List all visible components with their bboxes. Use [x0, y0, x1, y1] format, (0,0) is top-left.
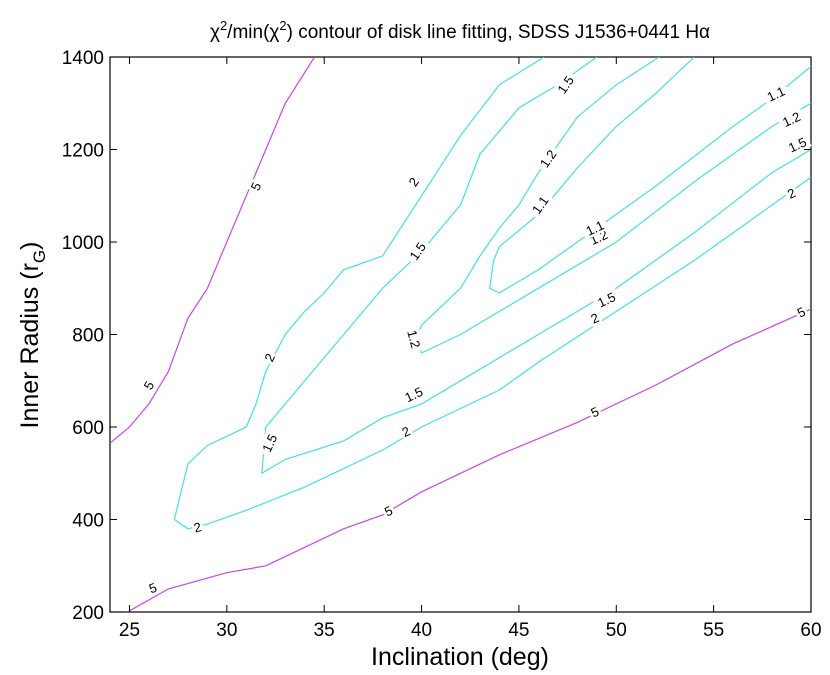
contour-label-group: 2: [397, 422, 414, 441]
contour-label-background: [260, 349, 279, 366]
contour-label: 2: [192, 519, 203, 535]
contour-label-background: [403, 236, 431, 266]
contour-label-group: 1.5: [782, 132, 812, 157]
contour-line-2-2: [173, 57, 811, 530]
contour-label-group: 2: [783, 183, 800, 203]
contour-label: 5: [147, 580, 159, 597]
contour-label-background: [399, 382, 429, 407]
x-tick-label: 35: [314, 620, 335, 641]
contour-label-background: [584, 224, 614, 250]
contour-label: 1.5: [402, 384, 425, 405]
y-tick-label: 1400: [62, 48, 104, 69]
y-tick-label: 800: [72, 326, 104, 347]
contour-label-background: [586, 308, 603, 327]
contour-label-background: [246, 178, 265, 195]
contour-label-background: [782, 132, 812, 157]
contour-label-background: [551, 69, 579, 100]
contour-label: 1.2: [780, 109, 803, 130]
contour-label: 1.1: [765, 83, 788, 104]
contour-label: 1.1: [584, 217, 607, 238]
contour-label-group: 5: [586, 402, 603, 421]
x-tick-label: 50: [606, 620, 627, 641]
contour-label-group: 1.2: [776, 106, 806, 132]
x-tick-label: 55: [703, 620, 724, 641]
contour-label-group: 2: [190, 518, 205, 536]
y-tick-label: 1200: [62, 141, 104, 162]
contour-line-1-5-3: [261, 57, 811, 475]
contour-label-group: 1.1: [761, 81, 791, 106]
contour-label-group: 1.5: [399, 382, 429, 407]
contour-label-background: [190, 518, 205, 536]
x-tick-label: 45: [508, 620, 529, 641]
x-axis-label: Inclination (deg): [371, 643, 549, 671]
contour-label-background: [783, 183, 800, 203]
contour-label-group: 5: [792, 302, 810, 321]
contour-label-background: [586, 402, 603, 421]
contour-label-group: 1.5: [591, 287, 621, 312]
x-tick-label: 60: [800, 620, 821, 641]
contour-label-background: [792, 302, 810, 321]
contour-label-group: 5: [380, 501, 397, 520]
contour-label-group: 2: [404, 172, 423, 191]
contour-label-group: 1.2: [403, 324, 425, 353]
contour-label-background: [397, 422, 414, 441]
contour-line-1-1-5: [489, 57, 811, 294]
contour-label-background: [776, 106, 806, 132]
contour-line-5-0: [110, 57, 316, 444]
chart-title: χ2/min(χ2) contour of disk line fitting,…: [210, 18, 710, 43]
y-axis-label: Inner Radius (rG): [16, 242, 49, 429]
contour-line-1-2-4: [415, 57, 811, 354]
contour-label-background: [526, 190, 554, 220]
y-tick-label: 1000: [62, 233, 104, 254]
contour-line-5-1: [127, 308, 811, 612]
contour-label-background: [761, 81, 791, 106]
contour-label-group: 5: [144, 578, 161, 597]
contour-label-background: [144, 578, 161, 597]
x-tick-label: 30: [216, 620, 237, 641]
contour-label-background: [380, 501, 397, 520]
x-tick-label: 40: [411, 620, 432, 641]
contour-label-group: 5: [246, 178, 265, 195]
contour-label-group: 1.1: [580, 215, 610, 240]
contour-label-group: 2: [586, 308, 603, 327]
contour-label: 1.5: [595, 289, 618, 310]
contour-label-group: 5: [139, 376, 158, 394]
contour-label-background: [534, 143, 562, 174]
y-tick-label: 600: [72, 418, 104, 439]
contour-label-background: [404, 172, 423, 191]
contour-label-group: 2: [260, 349, 279, 366]
contour-label: 1.2: [404, 328, 423, 349]
contour-label-background: [139, 376, 158, 394]
y-tick-label: 200: [72, 603, 104, 624]
x-tick-label: 25: [119, 620, 140, 641]
contour-label-background: [580, 215, 610, 240]
contour-label-background: [257, 428, 282, 458]
contour-label-group: 1.5: [257, 428, 282, 458]
contour-label: 1.5: [259, 432, 280, 455]
contour-label-background: [591, 287, 621, 312]
contour-label: 1.5: [786, 134, 809, 155]
y-tick-label: 400: [72, 511, 104, 532]
contour-label-background: [403, 324, 425, 353]
